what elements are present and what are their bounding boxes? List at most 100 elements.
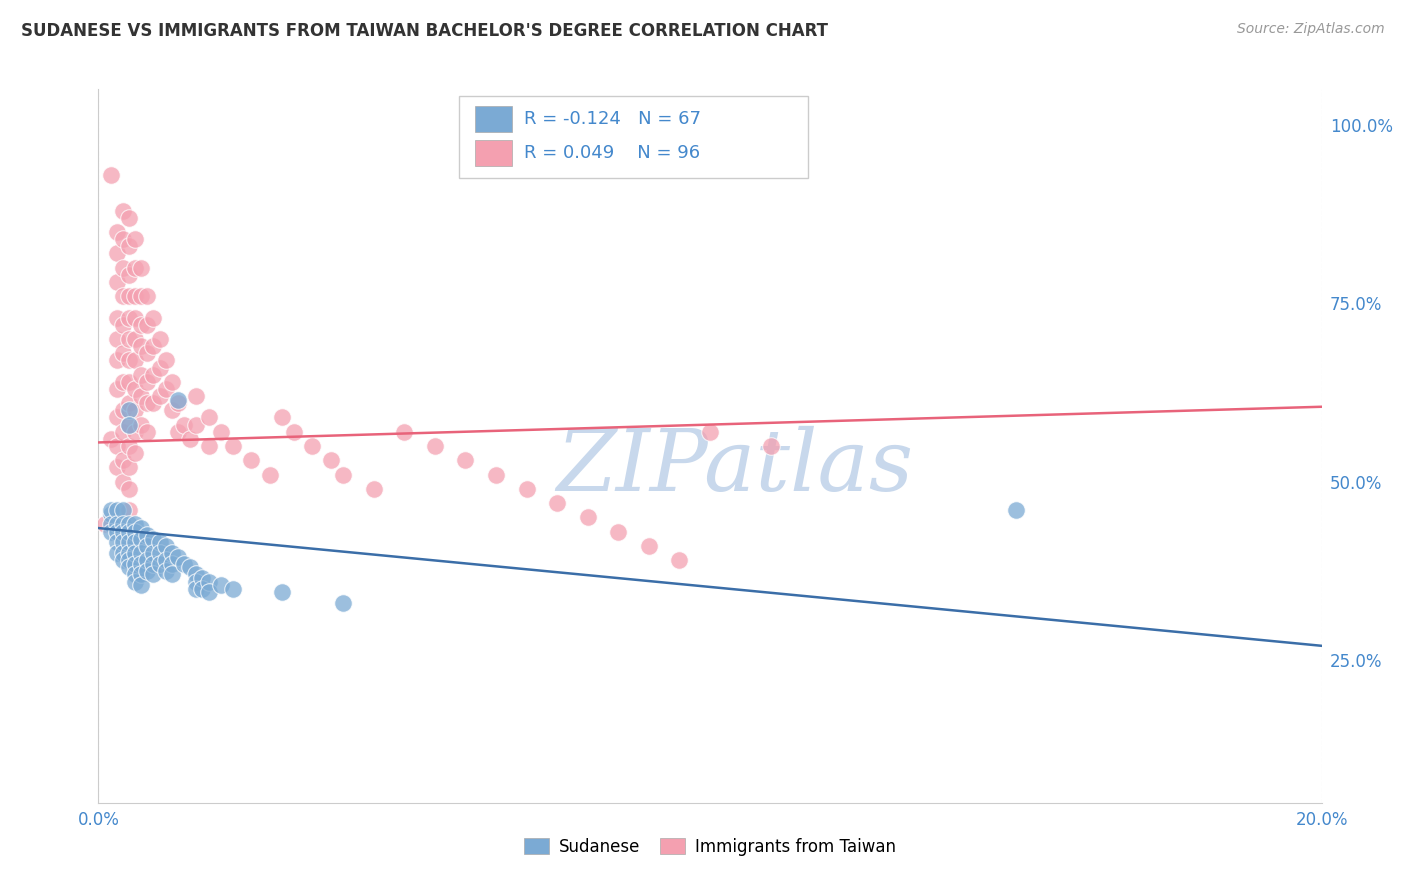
Point [111,475,134,489]
Point [155,353,177,368]
Point [111,318,134,332]
Point [100,503,122,517]
Point [173,417,195,432]
Point [105,524,128,539]
Point [111,203,134,218]
Point [136,425,159,439]
Point [155,539,177,553]
FancyBboxPatch shape [460,96,808,178]
Point [191,582,214,596]
Point [136,564,159,578]
Point [197,439,219,453]
Point [149,546,172,560]
Point [111,503,134,517]
Text: R = 0.049    N = 96: R = 0.049 N = 96 [524,144,700,161]
Point [111,260,134,275]
Point [1004,503,1026,517]
Point [301,439,323,453]
Point [105,310,128,325]
Point [105,275,128,289]
Point [118,546,141,560]
Point [124,446,146,460]
Point [100,168,122,182]
Point [160,403,183,417]
Point [160,375,183,389]
Point [124,517,146,532]
Point [124,310,146,325]
Point [124,382,146,396]
Point [142,396,165,410]
FancyBboxPatch shape [475,140,512,166]
Point [118,460,141,475]
Point [118,524,141,539]
Point [179,432,201,446]
Point [93,517,115,532]
Point [142,532,165,546]
Point [118,211,141,225]
Point [129,318,152,332]
Point [129,578,152,592]
Point [186,567,208,582]
Point [607,524,630,539]
Point [167,425,190,439]
Point [124,425,146,439]
Point [142,368,165,382]
Text: Source: ZipAtlas.com: Source: ZipAtlas.com [1237,22,1385,37]
Point [149,535,172,549]
Point [124,289,146,303]
Point [129,567,152,582]
Point [118,482,141,496]
Point [668,553,690,567]
Point [167,396,190,410]
Point [118,239,141,253]
Point [423,439,446,453]
Point [118,375,141,389]
Point [363,482,385,496]
Point [111,232,134,246]
Point [105,503,128,517]
Point [392,425,416,439]
Point [124,524,146,539]
Point [142,339,165,353]
Point [100,517,122,532]
Y-axis label: Bachelor's Degree: Bachelor's Degree [0,370,8,522]
Point [637,539,661,553]
Point [105,353,128,368]
Point [111,553,134,567]
Point [197,410,219,425]
Point [136,289,159,303]
Point [118,417,141,432]
Point [124,403,146,417]
Point [179,560,201,574]
Point [129,389,152,403]
Point [270,410,292,425]
Point [186,389,208,403]
Point [155,564,177,578]
Point [105,225,128,239]
Point [118,503,141,517]
Point [240,453,263,467]
Point [124,557,146,571]
Point [222,582,245,596]
Point [136,396,159,410]
Point [167,549,190,564]
Point [111,535,134,549]
Point [129,546,152,560]
Point [118,417,141,432]
Point [160,546,183,560]
Point [454,453,477,467]
Point [160,567,183,582]
Point [149,557,172,571]
Point [124,567,146,582]
Point [332,467,354,482]
Point [222,439,245,453]
Point [142,557,165,571]
Point [197,585,219,599]
Point [118,332,141,346]
Point [759,439,782,453]
Point [111,346,134,360]
Point [105,460,128,475]
Point [111,289,134,303]
Point [209,425,232,439]
Point [124,546,146,560]
